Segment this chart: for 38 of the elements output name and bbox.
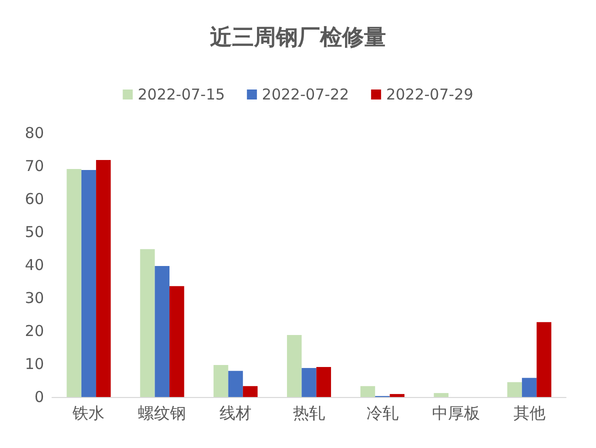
bar xyxy=(536,322,552,397)
legend-label: 2022-07-29 xyxy=(386,86,474,104)
bar xyxy=(228,370,243,397)
y-tick-label: 40 xyxy=(24,256,44,274)
bar xyxy=(66,168,82,397)
x-tick-label: 冷轧 xyxy=(366,404,398,422)
bar xyxy=(507,382,522,397)
bar xyxy=(302,368,316,397)
bar xyxy=(154,266,170,397)
bar xyxy=(214,364,228,397)
bar xyxy=(81,170,96,397)
x-tick-label: 中厚板 xyxy=(432,404,480,422)
bar xyxy=(360,386,376,397)
x-tick-label: 螺纹钢 xyxy=(138,404,186,422)
y-tick-label: 20 xyxy=(24,322,44,340)
x-tick-label: 其他 xyxy=(513,404,546,422)
y-tick-label: 80 xyxy=(24,124,44,142)
bar xyxy=(316,366,332,397)
legend-label: 2022-07-15 xyxy=(138,86,225,104)
bar xyxy=(140,249,155,397)
y-tick-label: 10 xyxy=(24,355,44,373)
chart-title: 近三周钢厂检修量 xyxy=(209,26,386,50)
y-tick-label: 0 xyxy=(34,388,44,406)
y-tick-label: 30 xyxy=(24,289,44,307)
x-tick-label: 线材 xyxy=(220,404,252,422)
y-tick-label: 60 xyxy=(24,190,44,208)
x-tick-label: 热轧 xyxy=(293,404,325,422)
bar xyxy=(522,378,537,397)
bar xyxy=(434,393,449,397)
bar xyxy=(286,334,302,397)
bar xyxy=(242,386,258,397)
y-tick-label: 70 xyxy=(24,157,44,175)
bar xyxy=(169,286,184,397)
legend-label: 2022-07-22 xyxy=(262,86,350,104)
bar xyxy=(96,160,111,397)
y-tick-label: 50 xyxy=(24,223,44,241)
x-tick-label: 铁水 xyxy=(72,404,105,422)
bar xyxy=(390,394,404,397)
